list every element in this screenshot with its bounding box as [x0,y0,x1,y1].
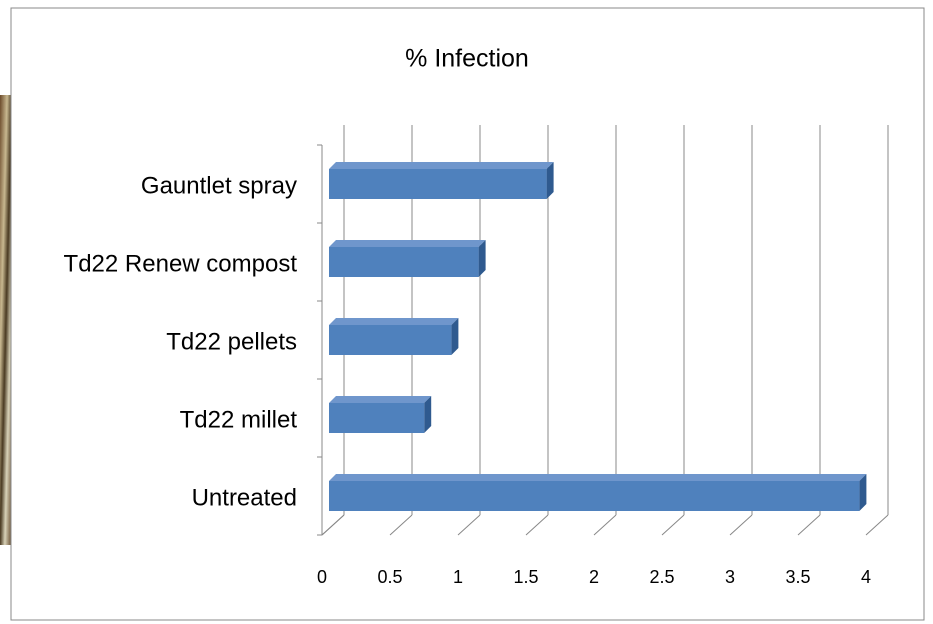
bar-face [329,325,451,355]
x-tick-label: 4 [861,567,871,587]
bar [329,318,458,355]
x-tick-label: 2 [589,567,599,587]
bar-face [329,247,479,277]
y-tick-label: Untreated [192,484,297,511]
bar-face [329,403,424,433]
bar-face [329,240,486,247]
x-tick-label: 3.5 [785,567,810,587]
bar [329,396,431,433]
y-tick-label: Gauntlet spray [141,172,297,199]
y-tick-label: Td22 pellets [166,328,297,355]
bar [329,162,554,199]
x-tick-label: 2.5 [649,567,674,587]
bar-face [329,318,458,325]
page: % Infection 0 0.5 1 1.5 2 2.5 3 3.5 4 Gauntlet sp… [0,0,933,624]
chart-title: % Infection [405,45,529,73]
x-tick-label: 1.5 [513,567,538,587]
x-tick-label: 0 [317,567,327,587]
x-tick-label: 0.5 [377,567,402,587]
x-tick-label: 1 [453,567,463,587]
bar-face [329,169,547,199]
bar [329,474,866,511]
bar [329,240,486,277]
bar-face [329,396,431,403]
y-tick-label: Td22 Renew compost [64,250,298,277]
y-tick-label: Td22 millet [180,406,298,433]
bar-face [329,474,866,481]
bar-face [329,162,554,169]
bar-face [329,481,859,511]
x-tick-label: 3 [725,567,735,587]
chart-frame [11,8,924,620]
chart: % Infection 0 0.5 1 1.5 2 2.5 3 3.5 4 Gauntlet sp… [0,0,933,624]
background-photo [0,95,12,545]
